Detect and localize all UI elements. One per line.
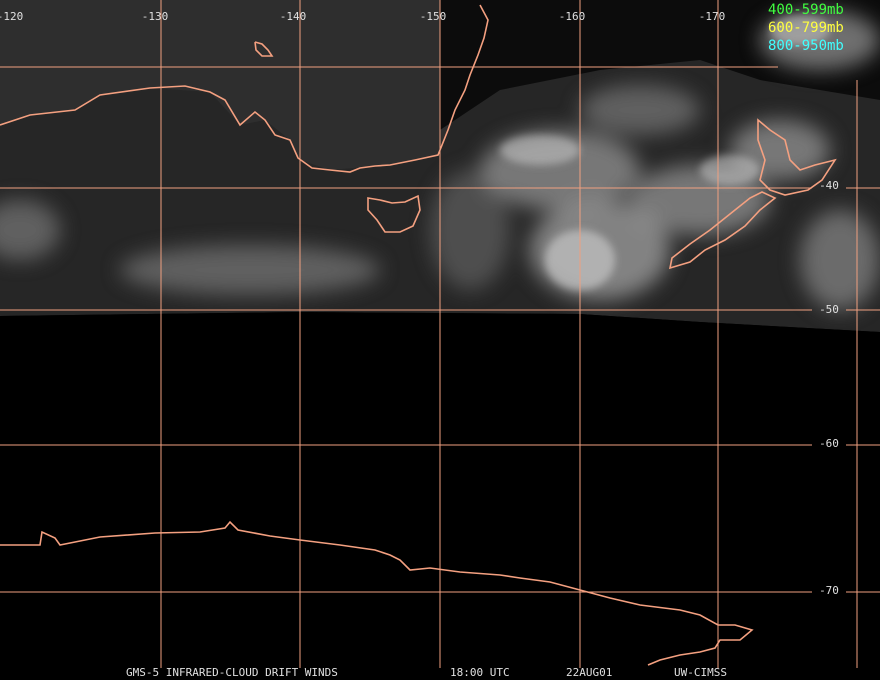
longitude-label: -160 [559,10,586,23]
latitude-label: -60 [819,437,839,450]
footer-title: GMS-5 INFRARED-CLOUD DRIFT WINDS [126,666,338,679]
latitude-label: -50 [819,303,839,316]
coastlines [0,4,837,666]
legend-entry: 600-799mb [768,20,844,36]
legend: 400-599mb 600-799mb 800-950mb [768,2,844,54]
coastline [668,191,777,270]
footer: GMS-5 INFRARED-CLOUD DRIFT WINDS 18:00 U… [126,666,727,679]
legend-entry: 800-950mb [768,38,844,54]
coastline [367,194,421,233]
longitude-label: -130 [142,10,169,23]
longitude-label: -170 [699,10,726,23]
latitude-label: -40 [819,179,839,192]
longitude-label: -140 [280,10,307,23]
longitude-label: -120 [0,10,23,23]
footer-date: 22AUG01 [566,666,612,679]
satellite-imagery [0,0,880,332]
longitude-labels: -120 -130 -140 -150 -160 -170 [0,10,725,23]
longitude-label: -150 [420,10,447,23]
footer-time: 18:00 UTC [450,666,510,679]
coastline [0,4,489,173]
coastline [757,118,837,196]
coastline [254,41,274,57]
latitude-label: -70 [819,584,839,597]
legend-entry: 400-599mb [768,2,844,18]
latitude-labels: -40 -50 -60 -70 [819,179,839,597]
footer-source: UW-CIMSS [674,666,727,679]
coastline [0,520,754,666]
